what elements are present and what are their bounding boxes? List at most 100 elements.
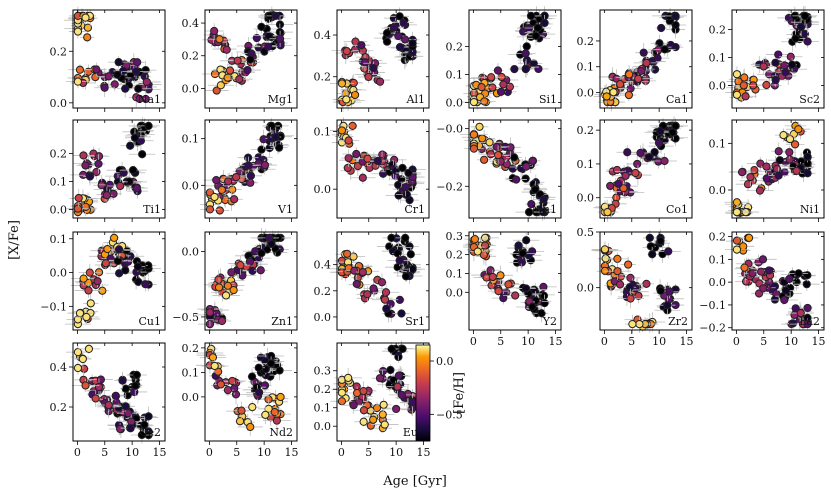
data-point xyxy=(624,68,634,81)
data-point xyxy=(515,49,536,58)
data-point xyxy=(520,11,542,20)
data-point xyxy=(616,145,639,160)
axes-frame xyxy=(468,9,562,109)
data-point xyxy=(593,88,620,105)
y-tick-label: 0.4 xyxy=(314,29,332,42)
panel-v1: 0.0 0.1 V1 xyxy=(182,117,298,222)
data-point xyxy=(645,242,656,251)
y-tick-label: 0.0 xyxy=(577,87,595,100)
data-point xyxy=(761,158,772,175)
panel-label: Ni1 xyxy=(800,203,820,216)
data-point xyxy=(528,155,537,167)
data-point xyxy=(266,11,285,20)
data-point xyxy=(796,35,820,48)
axes-frame xyxy=(336,9,430,109)
panel-label: Y2 xyxy=(542,315,557,328)
data-point xyxy=(260,233,279,242)
data-point xyxy=(603,262,631,280)
data-point xyxy=(137,120,160,132)
panel-ca1: 0.0 0.1 0.2 Ca1 xyxy=(577,8,693,112)
panel-la2: 0 5 10 15 −0.2 −0.1 0.0 0.1 0.2 La2 xyxy=(699,231,825,348)
y-tick-label: 0.2 xyxy=(577,124,595,137)
y-tick-label: 0.3 xyxy=(446,230,464,243)
data-point xyxy=(263,412,291,429)
data-point xyxy=(799,169,816,178)
panels-group: 0.0 0.2 Na1 0.0 0.2 0.4 Mg1 0.2 0.4 Al1 0.0 0.1 0.2 S… xyxy=(40,6,826,459)
panel-nd2: 0 5 10 15 0.0 0.1 0.2 Nd2 xyxy=(182,340,299,459)
data-point xyxy=(351,273,365,282)
data-point xyxy=(470,122,489,131)
data-point xyxy=(609,88,618,97)
data-point xyxy=(484,142,510,151)
data-point xyxy=(667,43,684,52)
data-point xyxy=(343,161,353,175)
data-point xyxy=(200,359,229,373)
data-point xyxy=(214,380,228,389)
panel-cu1: −0.1 0.0 0.1 Cu1 xyxy=(40,228,166,334)
data-point xyxy=(71,379,100,392)
data-point xyxy=(254,260,268,280)
data-point xyxy=(803,151,813,163)
data-point xyxy=(395,168,422,178)
axes-frame xyxy=(468,119,562,219)
x-tick-label: 0 xyxy=(74,446,81,459)
data-point xyxy=(774,128,793,142)
axes-frame xyxy=(204,119,298,219)
data-point xyxy=(134,94,145,103)
data-point xyxy=(106,176,134,196)
y-tick-label: 0.0 xyxy=(577,192,595,205)
data-point xyxy=(526,302,538,311)
data-point xyxy=(252,363,265,372)
data-point xyxy=(785,137,805,152)
data-point xyxy=(342,147,371,161)
data-point xyxy=(388,379,407,394)
data-point xyxy=(496,278,521,290)
data-point xyxy=(660,285,679,299)
data-point xyxy=(77,344,101,354)
data-point xyxy=(210,269,227,290)
data-point xyxy=(387,254,412,267)
data-point xyxy=(129,58,146,67)
data-point xyxy=(96,398,121,412)
data-point xyxy=(633,55,660,71)
data-point xyxy=(222,40,232,59)
data-point xyxy=(485,269,501,285)
data-point xyxy=(212,316,232,326)
data-point xyxy=(239,171,263,181)
y-tick-label: 0.1 xyxy=(314,402,332,415)
panel-sc2: 0.0 0.1 0.2 Sc2 xyxy=(709,6,825,112)
data-point xyxy=(392,31,405,41)
y-tick-label: −0.1 xyxy=(40,300,67,313)
data-point xyxy=(341,149,357,167)
x-tick-label: 0 xyxy=(206,446,213,459)
data-point xyxy=(515,22,531,41)
data-point xyxy=(371,374,389,383)
data-point xyxy=(742,167,759,187)
colorbar-label: [Fe/H] xyxy=(452,372,467,414)
data-point xyxy=(116,400,135,412)
data-point xyxy=(130,261,146,272)
data-point xyxy=(329,78,355,89)
panel-na1: 0.0 0.2 Na1 xyxy=(50,6,166,112)
data-point xyxy=(647,127,673,136)
x-tick-label: 15 xyxy=(285,446,299,459)
data-point xyxy=(224,286,244,295)
data-point xyxy=(226,52,249,69)
data-point xyxy=(101,187,113,204)
data-point xyxy=(209,192,221,202)
data-point xyxy=(539,291,549,300)
data-point xyxy=(735,258,754,277)
data-point xyxy=(262,31,276,41)
panel-sr1: 0.0 0.2 0.4 Sr1 xyxy=(314,231,430,334)
data-point xyxy=(519,61,532,78)
data-point xyxy=(368,414,378,425)
panel-label: Co1 xyxy=(666,203,688,216)
data-point xyxy=(746,183,774,198)
data-point xyxy=(620,256,636,273)
data-point xyxy=(724,244,750,255)
data-point xyxy=(375,74,385,89)
panel-zn1: −0.5 0.0 Zn1 xyxy=(172,228,298,334)
y-tick-label: 0.3 xyxy=(314,365,332,378)
x-tick-label: 0 xyxy=(338,446,345,459)
